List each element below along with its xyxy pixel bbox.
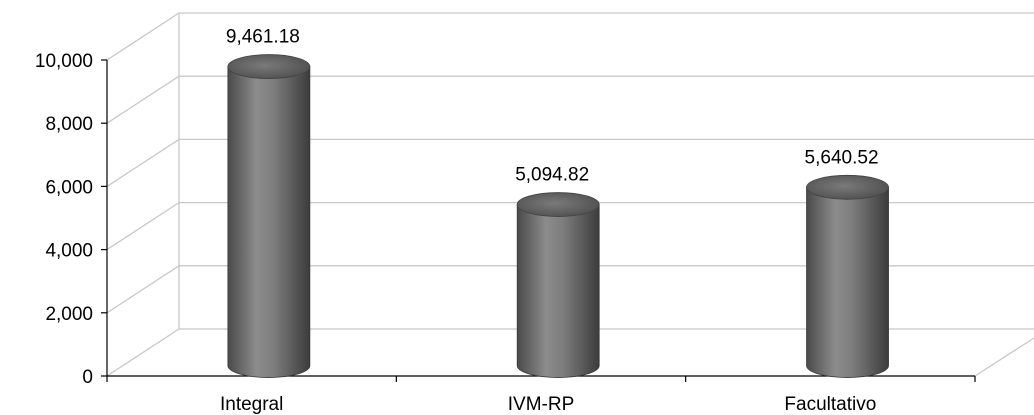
labels: 0 2,000 4,000 6,000 8,000 10,000 9,461.18 Integ…: [35, 27, 879, 415]
y-tick-label: 10,000: [35, 51, 93, 72]
bar-top: [806, 174, 889, 200]
bar: [516, 204, 600, 378]
gridlines: [106, 12, 1034, 377]
y-tick-label: 0: [82, 367, 93, 388]
y-tick-label: 2,000: [45, 304, 93, 325]
category-label: Integral: [220, 394, 283, 415]
gridline: [106, 201, 1034, 251]
bar-top: [227, 54, 311, 79]
y-tick-label: 6,000: [45, 177, 93, 198]
y-tick-label: 8,000: [45, 114, 93, 135]
data-label: 5,640.52: [805, 147, 879, 168]
gridline: [106, 265, 1034, 314]
gridline: [106, 328, 1034, 377]
bar: [227, 66, 311, 378]
gridline: [106, 138, 1034, 187]
data-label: 5,094.82: [515, 165, 589, 186]
bar-top: [516, 192, 600, 217]
data-label: 9,461.18: [226, 27, 300, 48]
bar: [806, 186, 889, 378]
y-tick-label: 4,000: [45, 241, 93, 262]
category-label: IVM-RP: [508, 394, 575, 415]
gridline: [106, 75, 1034, 124]
gridline: [106, 12, 1034, 61]
floor-right-edge: [974, 337, 1034, 377]
bars: [227, 54, 889, 378]
category-label: Facultativo: [784, 394, 876, 415]
